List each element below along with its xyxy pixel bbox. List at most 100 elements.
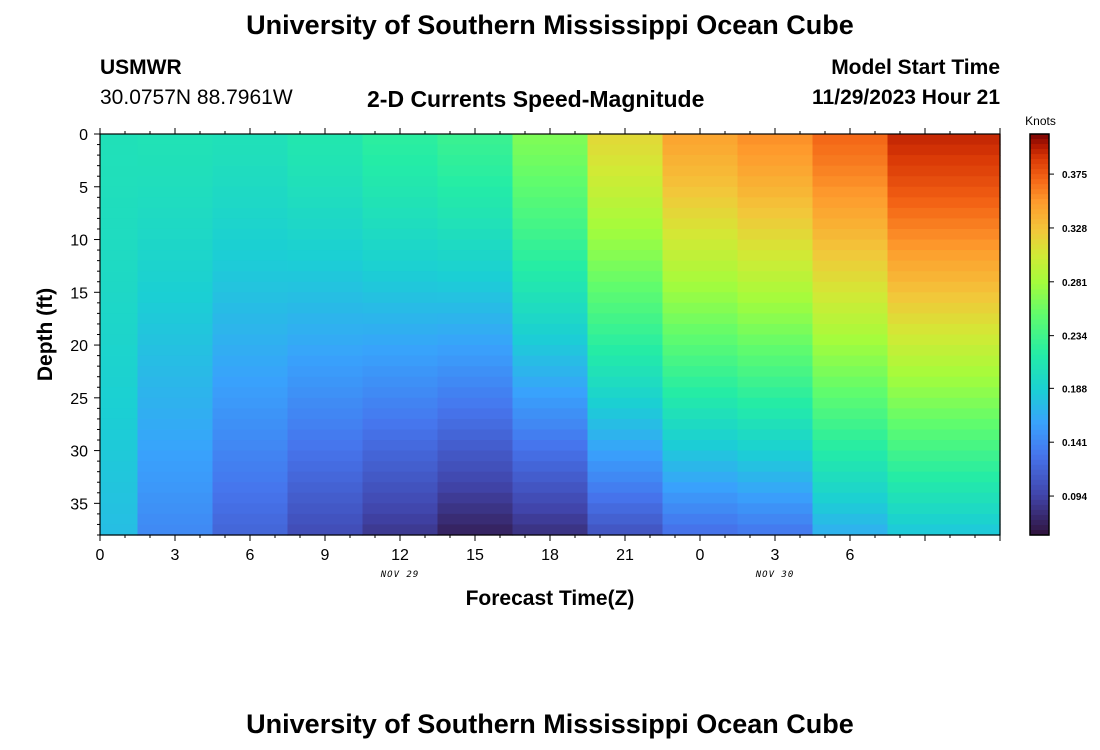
colorbar-segment: [1030, 314, 1049, 321]
heatmap-cell: [437, 186, 514, 198]
heatmap-cell: [512, 355, 589, 367]
heatmap-cell: [437, 366, 514, 378]
heatmap-cell: [212, 313, 289, 325]
heatmap-cell: [587, 503, 664, 515]
colorbar-segment: [1030, 464, 1049, 471]
heatmap-cell: [212, 218, 289, 230]
colorbar-segment: [1030, 379, 1049, 386]
heatmap-cell: [662, 376, 739, 388]
heatmap-cell: [737, 228, 814, 241]
heatmap-cell: [212, 323, 289, 336]
heatmap-cell: [587, 524, 664, 536]
heatmap-cell: [212, 260, 289, 272]
heatmap-cell: [887, 450, 1001, 462]
heatmap-cell: [287, 271, 364, 283]
heatmap-cell: [100, 461, 139, 473]
heatmap-cell: [812, 186, 889, 198]
heatmap-cell: [512, 482, 589, 494]
chart-heading: 2-D Currents Speed-Magnitude: [367, 86, 705, 112]
heatmap-cell: [887, 302, 1001, 314]
heatmap-cell: [362, 197, 439, 209]
heatmap-cell: [437, 355, 514, 367]
heatmap-cell: [812, 292, 889, 304]
heatmap-cell: [287, 239, 364, 251]
heatmap-cell: [812, 513, 889, 526]
heatmap-cell: [212, 302, 289, 314]
footer-title: University of Southern Mississippi Ocean…: [246, 709, 854, 739]
colorbar-segment: [1030, 384, 1049, 391]
heatmap-cell: [100, 302, 139, 314]
heatmap-cell: [587, 376, 664, 388]
heatmap-cell: [812, 250, 889, 262]
heatmap-cell: [437, 323, 514, 336]
x-date-label: NOV 29: [380, 570, 420, 580]
heatmap-cell: [137, 260, 214, 272]
heatmap-cell: [812, 503, 889, 515]
colorbar-segment: [1030, 234, 1049, 240]
heatmap-cell: [587, 260, 664, 272]
heatmap-cell: [100, 524, 139, 536]
heatmap-cell: [212, 387, 289, 399]
heatmap-cell: [212, 250, 289, 262]
heatmap-cell: [662, 302, 739, 314]
heatmap-cell: [587, 228, 664, 241]
heatmap-cell: [512, 440, 589, 452]
colorbar-segment: [1030, 164, 1049, 170]
heatmap-cell: [287, 450, 364, 462]
heatmap-cell: [587, 492, 664, 504]
colorbar-segment: [1030, 184, 1049, 190]
heatmap-cell: [100, 260, 139, 272]
colorbar-segment: [1030, 154, 1049, 160]
heatmap-cell: [737, 397, 814, 409]
heatmap-cell: [100, 186, 139, 198]
heatmap-cell: [512, 334, 589, 346]
heatmap-cell: [512, 376, 589, 388]
heatmap-cell: [212, 228, 289, 241]
heatmap-cell: [212, 271, 289, 283]
heatmap-cell: [437, 334, 514, 346]
heatmap-cell: [437, 345, 514, 357]
heatmap-cell: [662, 271, 739, 283]
colorbar-segment: [1030, 144, 1049, 150]
heatmap-cell: [512, 239, 589, 251]
heatmap-cell: [512, 218, 589, 230]
heatmap-cell: [437, 207, 514, 220]
heatmap-cell: [137, 155, 214, 167]
heatmap-cell: [362, 165, 439, 177]
heatmap-cell: [362, 355, 439, 367]
heatmap-cell: [737, 292, 814, 304]
colorbar-segment: [1030, 274, 1049, 280]
heatmap-cell: [587, 440, 664, 452]
heatmap-cell: [437, 260, 514, 272]
heatmap-cell: [137, 239, 214, 251]
heatmap-cell: [587, 186, 664, 198]
heatmap-cell: [887, 313, 1001, 325]
heatmap-cell: [587, 345, 664, 357]
heatmap-cell: [437, 429, 514, 441]
heatmap-cell: [887, 176, 1001, 188]
heatmap-cell: [512, 271, 589, 283]
heatmap-cell: [137, 218, 214, 230]
heatmap-cell: [100, 292, 139, 304]
heatmap-cell: [662, 471, 739, 483]
heatmap-cell: [100, 134, 139, 146]
colorbar-segment: [1030, 404, 1049, 411]
heatmap-cell: [362, 387, 439, 399]
heatmap-cell: [137, 313, 214, 325]
colorbar-segment: [1030, 244, 1049, 250]
heatmap-cell: [887, 408, 1001, 420]
heatmap-cell: [100, 176, 139, 188]
heatmap-cell: [512, 492, 589, 504]
heatmap-cell: [512, 524, 589, 536]
heatmap-cell: [662, 207, 739, 220]
colorbar-segment: [1030, 149, 1049, 155]
heatmap-cell: [287, 165, 364, 177]
heatmap-cell: [887, 355, 1001, 367]
heatmap-cell: [512, 207, 589, 220]
heatmap-cell: [137, 366, 214, 378]
y-tick-label: 30: [70, 444, 88, 461]
heatmap-cell: [137, 513, 214, 526]
heatmap-cell: [212, 376, 289, 388]
heatmap-cell: [587, 165, 664, 177]
heatmap-cell: [212, 355, 289, 367]
